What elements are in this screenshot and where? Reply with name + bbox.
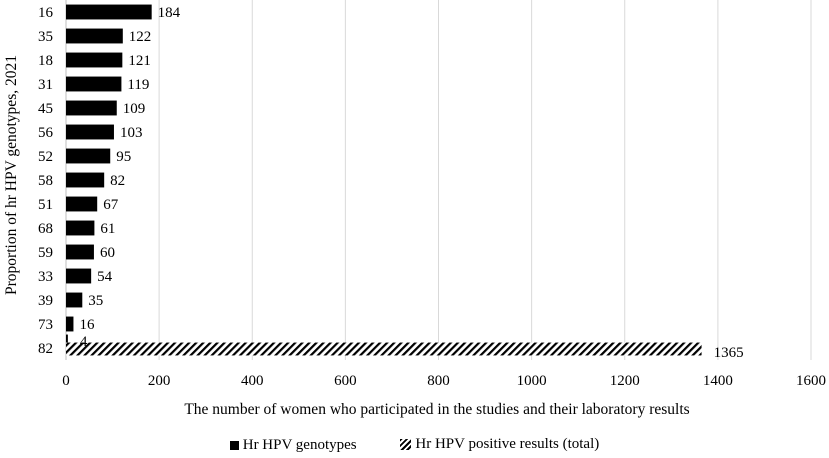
category-label: 31 [38,77,53,93]
data-label: 109 [123,101,146,117]
category-label: 58 [38,173,53,189]
data-label: 1365 [714,345,744,361]
x-tick-label: 1000 [517,373,547,389]
x-tick-label: 600 [334,373,357,389]
x-tick-label: 1400 [703,373,733,389]
x-tick-label: 400 [241,373,264,389]
data-label: 35 [88,293,103,309]
category-label: 45 [38,101,53,117]
bar-solid [66,292,83,308]
bar-solid [66,172,105,188]
data-label: 121 [128,53,151,69]
bar-solid [66,124,114,140]
data-label: 67 [103,197,119,213]
x-tick-label: 1600 [796,373,826,389]
x-tick-label: 200 [148,373,171,389]
bar-solid [66,268,92,284]
category-labels: 16 35 18 31 45 56 52 58 51 68 59 33 39 73 82 [38,5,54,357]
bars [66,4,702,356]
data-label: 82 [110,173,125,189]
bar-solid [66,76,122,92]
gridlines [65,0,812,360]
category-label: 52 [38,149,53,165]
data-label: 16 [79,317,95,333]
data-label: 184 [158,5,181,21]
data-label: 122 [129,29,152,45]
data-label: 60 [100,245,115,261]
bar-solid [66,52,123,68]
data-label: 54 [97,269,113,285]
x-tick-label: 800 [427,373,450,389]
legend-label-total: Hr HPV positive results (total) [415,436,600,452]
legend: Hr HPV genotypes Hr HPV positive results… [0,436,829,455]
legend-label-genotypes: Hr HPV genotypes [242,437,357,453]
category-label: 16 [38,5,54,21]
category-label: 56 [38,125,54,141]
data-label: 61 [100,221,115,237]
bar-solid [66,334,68,343]
category-label: 39 [38,293,53,309]
data-label: 4 [80,334,88,350]
bar-solid [66,100,117,116]
legend-swatch-hatched [400,439,412,450]
bar-solid [66,220,95,236]
bar-solid [66,4,152,20]
data-label: 103 [120,125,143,141]
category-label: 33 [38,269,53,285]
bar-solid [66,148,111,164]
x-axis-title: The number of women who participated in … [184,401,689,418]
category-label: 68 [38,221,53,237]
data-labels: 184 122 121 119 109 103 95 82 67 61 60 54 35 164 1365 [79,5,743,361]
bar-solid [66,28,123,44]
data-label: 95 [116,149,131,165]
category-label: 59 [38,245,53,261]
bar-solid [66,244,94,260]
legend-item-genotypes: Hr HPV genotypes [229,437,357,454]
data-label: 119 [127,77,149,93]
y-axis-title: Proportion of hr HPV genotypes, 2021 [3,55,20,295]
x-tick-labels: 0 200 400 600 800 1000 1200 1400 1600 [62,373,826,389]
bar-solid [66,196,98,212]
bar-solid [66,316,74,332]
x-tick-label: 0 [62,373,70,389]
category-label: 35 [38,29,53,45]
category-label: 82 [38,341,53,357]
legend-swatch-solid [229,441,239,450]
category-label: 51 [38,197,53,213]
category-label: 18 [38,53,53,69]
category-label: 73 [38,317,53,333]
legend-item-total: Hr HPV positive results (total) [400,436,599,453]
x-tick-label: 1200 [610,373,640,389]
bar-hatched [66,342,702,356]
